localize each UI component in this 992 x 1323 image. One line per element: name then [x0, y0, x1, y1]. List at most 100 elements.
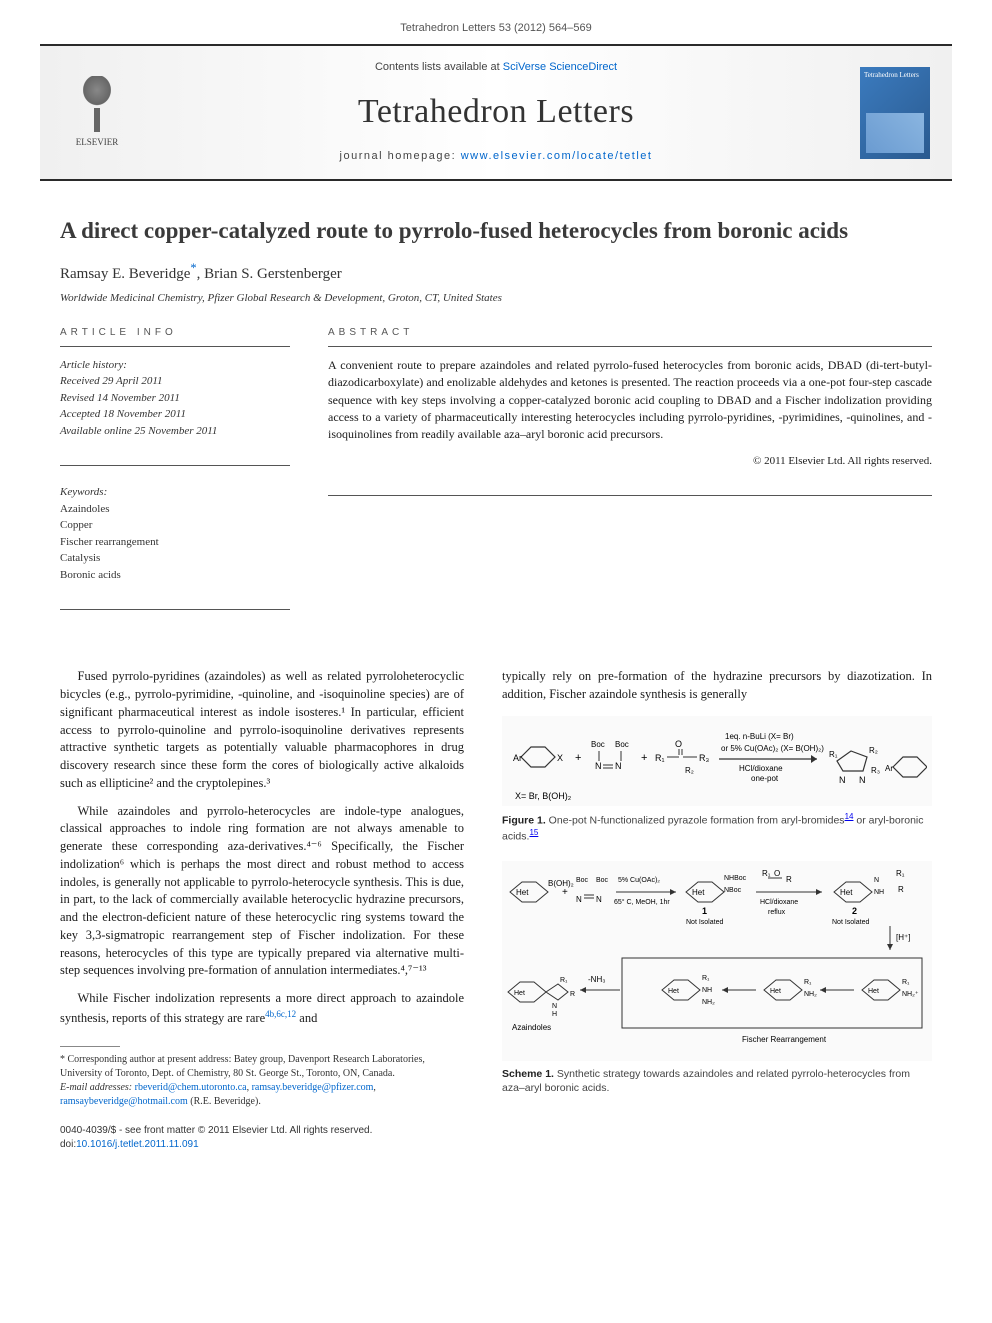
svg-text:[H⁺]: [H⁺]: [896, 933, 910, 942]
sciencedirect-link[interactable]: SciVerse ScienceDirect: [503, 61, 617, 73]
doi-line: doi:10.1016/j.tetlet.2011.11.091: [60, 1138, 932, 1152]
journal-banner: ELSEVIER Contents lists available at Sci…: [40, 44, 952, 180]
paragraph-3: While Fischer indolization represents a …: [60, 990, 464, 1028]
figure-1: Ar X + Boc N N Boc + R₁ O: [502, 716, 932, 843]
svg-text:Boc: Boc: [591, 740, 605, 749]
author-2: , Brian S. Gerstenberger: [197, 266, 342, 282]
email-suffix: (R.E. Beveridge).: [188, 1096, 261, 1107]
ref-15-link[interactable]: 15: [529, 828, 538, 837]
abstract-column: ABSTRACT A convenient route to prepare a…: [328, 326, 932, 611]
figure-1-caption: Figure 1. One-pot N-functionalized pyraz…: [502, 812, 932, 843]
svg-text:+: +: [641, 752, 647, 764]
svg-text:Boc: Boc: [576, 877, 589, 884]
svg-text:Fischer Rearrangement: Fischer Rearrangement: [742, 1035, 827, 1044]
keyword-1: Azaindoles: [60, 501, 290, 518]
svg-text:R: R: [898, 885, 904, 894]
abstract-divider: [328, 495, 932, 496]
author-1: Ramsay E. Beveridge: [60, 266, 190, 282]
article-info-column: ARTICLE INFO Article history: Received 2…: [60, 326, 290, 611]
svg-text:O: O: [675, 739, 682, 749]
affiliation: Worldwide Medicinal Chemistry, Pfizer Gl…: [0, 291, 992, 326]
email-link-1[interactable]: rbeverid@chem.utoronto.ca: [135, 1082, 247, 1093]
svg-text:1: 1: [702, 906, 707, 916]
svg-text:NH₂: NH₂: [804, 991, 817, 998]
accepted-date: Accepted 18 November 2011: [60, 406, 290, 423]
keyword-4: Catalysis: [60, 550, 290, 567]
svg-text:1eq. n-BuLi (X= Br): 1eq. n-BuLi (X= Br): [725, 732, 794, 741]
figure-1-label: Figure 1.: [502, 814, 546, 826]
author-list: Ramsay E. Beveridge*, Brian S. Gerstenbe…: [0, 260, 992, 291]
svg-text:Azaindoles: Azaindoles: [512, 1023, 551, 1032]
svg-text:Het: Het: [516, 888, 529, 897]
email-link-2[interactable]: ramsay.beveridge@pfizer.com: [252, 1082, 374, 1093]
scheme-1: Het B(OH)₂ + Boc N N Boc 5% Cu(OAc)₂ 65°…: [502, 861, 932, 1095]
page-header: Tetrahedron Letters 53 (2012) 564–569: [0, 0, 992, 44]
issn-line: 0040-4039/$ - see front matter © 2011 El…: [60, 1124, 932, 1138]
svg-text:R: R: [786, 875, 792, 884]
scheme-1-caption-text: Synthetic strategy towards azaindoles an…: [502, 1068, 910, 1094]
abstract-text: A convenient route to prepare azaindoles…: [328, 357, 932, 444]
svg-text:+: +: [575, 752, 581, 764]
revised-date: Revised 14 November 2011: [60, 390, 290, 407]
keyword-2: Copper: [60, 517, 290, 534]
scheme-1-diagram: Het B(OH)₂ + Boc N N Boc 5% Cu(OAc)₂ 65°…: [502, 861, 932, 1061]
svg-text:Het: Het: [514, 990, 525, 997]
svg-text:NHBoc: NHBoc: [724, 875, 747, 882]
svg-text:Het: Het: [770, 988, 781, 995]
journal-reference: Tetrahedron Letters 53 (2012) 564–569: [400, 22, 591, 34]
online-date: Available online 25 November 2011: [60, 423, 290, 440]
svg-text:NH₂⁺: NH₂⁺: [902, 991, 919, 998]
homepage-prefix: journal homepage:: [340, 150, 461, 162]
elsevier-logo: ELSEVIER: [62, 70, 132, 155]
svg-text:R₁: R₁: [829, 750, 838, 759]
contents-available-line: Contents lists available at SciVerse Sci…: [132, 60, 860, 75]
keywords-block: Keywords: Azaindoles Copper Fischer rear…: [60, 484, 290, 583]
svg-text:R₁: R₁: [762, 869, 771, 878]
paragraph-1: Fused pyrrolo-pyridines (azaindoles) as …: [60, 668, 464, 792]
scheme-1-caption: Scheme 1. Synthetic strategy towards aza…: [502, 1067, 932, 1095]
info-divider: [60, 465, 290, 466]
svg-text:H: H: [552, 1011, 557, 1018]
svg-text:R₃: R₃: [699, 753, 709, 763]
svg-text:R₂: R₂: [869, 746, 878, 755]
journal-cover-thumbnail: Tetrahedron Letters: [860, 67, 930, 159]
paragraph-4: typically rely on pre-formation of the h…: [502, 668, 932, 704]
svg-text:X: X: [557, 753, 563, 763]
svg-text:N: N: [859, 775, 866, 785]
cover-label: Tetrahedron Letters: [864, 71, 919, 79]
abstract-label: ABSTRACT: [328, 326, 932, 347]
email-link-3[interactable]: ramsaybeveridge@hotmail.com: [60, 1096, 188, 1107]
figure-1-caption-text: One-pot N-functionalized pyrazole format…: [546, 814, 845, 826]
svg-text:Ar: Ar: [885, 764, 893, 773]
elsevier-tree-icon: [73, 76, 121, 132]
svg-text:R₂: R₂: [685, 766, 694, 775]
svg-text:65° C, MeOH, 1hr: 65° C, MeOH, 1hr: [614, 898, 670, 906]
history-label: Article history:: [60, 357, 290, 374]
doi-link[interactable]: 10.1016/j.tetlet.2011.11.091: [76, 1139, 199, 1150]
received-date: Received 29 April 2011: [60, 373, 290, 390]
p3-text-a: While Fischer indolization represents a …: [60, 991, 464, 1025]
contents-prefix: Contents lists available at: [375, 61, 503, 73]
homepage-link[interactable]: www.elsevier.com/locate/tetlet: [461, 150, 653, 162]
right-column: typically rely on pre-formation of the h…: [502, 668, 932, 1113]
ref-link-p3[interactable]: 4b,6c,12: [265, 1009, 296, 1019]
svg-text:+: +: [562, 887, 568, 898]
corresponding-footnote: * Corresponding author at present addres…: [60, 1053, 464, 1081]
keyword-5: Boronic acids: [60, 567, 290, 584]
journal-name: Tetrahedron Letters: [132, 88, 860, 136]
svg-text:Not Isolated: Not Isolated: [686, 919, 723, 926]
left-column: Fused pyrrolo-pyridines (azaindoles) as …: [60, 668, 464, 1113]
svg-text:5% Cu(OAc)₂: 5% Cu(OAc)₂: [618, 877, 660, 884]
banner-center: Contents lists available at SciVerse Sci…: [132, 60, 860, 164]
svg-text:N: N: [839, 775, 846, 785]
svg-text:X= Br, B(OH)₂: X= Br, B(OH)₂: [515, 791, 572, 801]
keywords-label: Keywords:: [60, 484, 290, 501]
svg-text:NH: NH: [874, 889, 884, 896]
svg-text:N: N: [615, 761, 622, 771]
svg-text:Not Isolated: Not Isolated: [832, 919, 869, 926]
svg-text:Het: Het: [692, 888, 705, 897]
footer-metadata: 0040-4039/$ - see front matter © 2011 El…: [0, 1114, 992, 1172]
svg-text:NH₂: NH₂: [702, 999, 715, 1006]
article-history: Article history: Received 29 April 2011 …: [60, 357, 290, 440]
svg-text:R₁: R₁: [804, 979, 812, 986]
